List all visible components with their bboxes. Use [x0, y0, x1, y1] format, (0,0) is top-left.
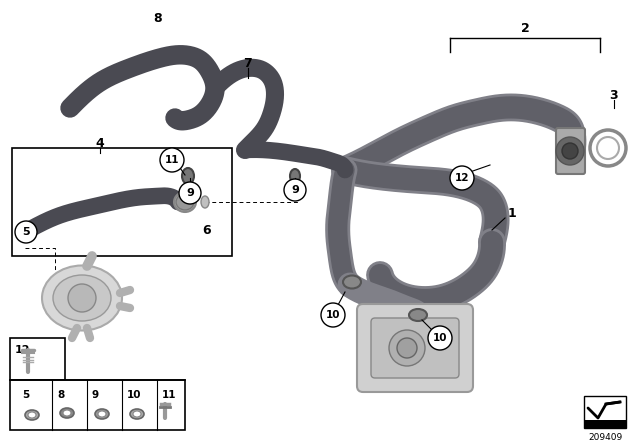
Ellipse shape — [60, 408, 74, 418]
Ellipse shape — [63, 410, 71, 416]
Text: 5: 5 — [22, 390, 29, 400]
Text: 9: 9 — [291, 185, 299, 195]
Ellipse shape — [176, 194, 194, 210]
Text: 7: 7 — [244, 56, 252, 69]
Text: 12: 12 — [455, 173, 469, 183]
Text: 11: 11 — [162, 390, 177, 400]
Circle shape — [15, 221, 37, 243]
Text: 10: 10 — [127, 390, 141, 400]
Text: 3: 3 — [610, 89, 618, 102]
FancyBboxPatch shape — [556, 128, 585, 174]
Text: 6: 6 — [203, 224, 211, 237]
Ellipse shape — [95, 409, 109, 419]
Ellipse shape — [409, 309, 427, 321]
Ellipse shape — [201, 196, 209, 208]
Text: 8: 8 — [57, 390, 64, 400]
Circle shape — [597, 137, 619, 159]
Text: 4: 4 — [95, 137, 104, 150]
Bar — [10, 338, 65, 380]
Ellipse shape — [133, 411, 141, 417]
Circle shape — [556, 137, 584, 165]
Ellipse shape — [42, 266, 122, 331]
Bar — [584, 396, 626, 428]
Text: 10: 10 — [433, 333, 447, 343]
Text: 11: 11 — [164, 155, 179, 165]
Text: 12: 12 — [15, 345, 31, 355]
Circle shape — [321, 303, 345, 327]
Bar — [10, 380, 185, 430]
Ellipse shape — [28, 412, 36, 418]
Text: 5: 5 — [22, 227, 30, 237]
Circle shape — [389, 330, 425, 366]
Circle shape — [284, 179, 306, 201]
Circle shape — [397, 338, 417, 358]
Bar — [12, 148, 232, 256]
Ellipse shape — [25, 410, 39, 420]
Text: 10: 10 — [326, 310, 340, 320]
Text: 209409: 209409 — [588, 432, 622, 441]
Text: 1: 1 — [508, 207, 516, 220]
Ellipse shape — [98, 411, 106, 417]
Circle shape — [179, 182, 201, 204]
Text: 9: 9 — [186, 188, 194, 198]
FancyBboxPatch shape — [371, 318, 459, 378]
Circle shape — [450, 166, 474, 190]
Circle shape — [68, 284, 96, 312]
Text: 2: 2 — [520, 22, 529, 34]
Ellipse shape — [343, 276, 361, 289]
Text: 9: 9 — [92, 390, 99, 400]
Ellipse shape — [53, 275, 111, 321]
Circle shape — [160, 148, 184, 172]
Circle shape — [562, 143, 578, 159]
Circle shape — [428, 326, 452, 350]
Ellipse shape — [182, 168, 194, 184]
Text: 8: 8 — [154, 12, 163, 25]
FancyBboxPatch shape — [357, 304, 473, 392]
Ellipse shape — [290, 169, 300, 183]
Bar — [584, 420, 626, 428]
Circle shape — [590, 130, 626, 166]
Ellipse shape — [130, 409, 144, 419]
Ellipse shape — [174, 192, 196, 212]
